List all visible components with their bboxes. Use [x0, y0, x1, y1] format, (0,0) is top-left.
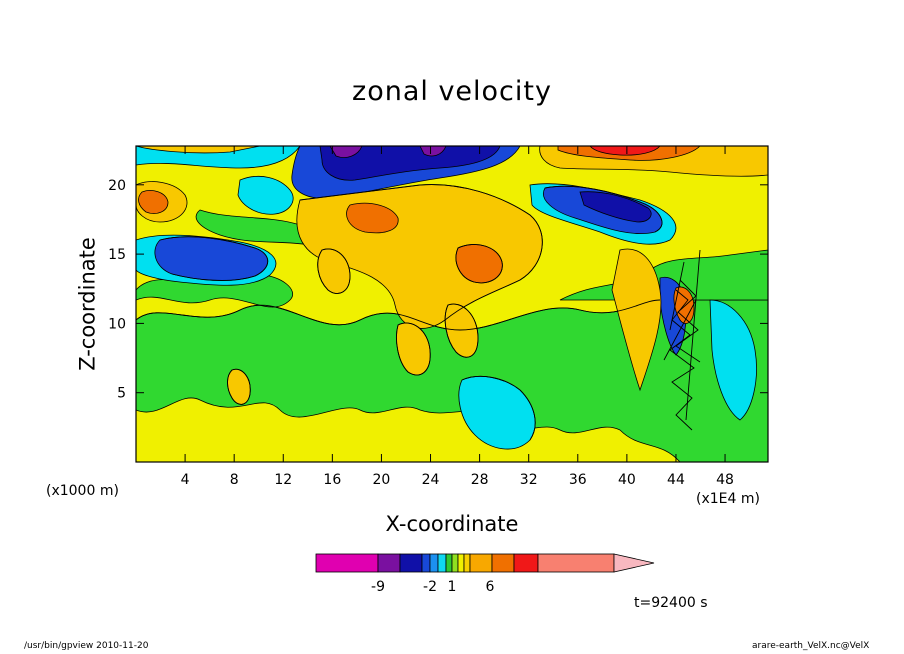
x-unit-label-secondary: (x1E4 m)	[696, 491, 760, 507]
x-tick-label: 16	[323, 472, 341, 488]
colorbar-segment	[491, 553, 515, 573]
x-tick-label: 28	[471, 472, 489, 488]
x-tick-label: 24	[422, 472, 440, 488]
colorbar-segment	[437, 553, 447, 573]
colorbar: -9 -2 1 6	[315, 553, 655, 595]
y-tick-label: 15	[108, 247, 126, 263]
x-tick-label: 12	[274, 472, 292, 488]
x-unit-label: (x1000 m)	[46, 483, 119, 499]
colorbar-segment	[463, 553, 471, 573]
colorbar-tick-label: -9	[371, 579, 385, 595]
field-region-navy	[319, 146, 501, 181]
contour-lines	[136, 184, 701, 441]
x-tick-label: 48	[716, 472, 734, 488]
x-tick-label: 32	[520, 472, 538, 488]
footer-program-date: /usr/bin/gpview 2010-11-20	[24, 641, 149, 651]
colorbar-segment	[469, 553, 493, 573]
colorbar-tick-label: 1	[448, 579, 457, 595]
field-region-orange	[346, 202, 399, 234]
x-tick-label: 36	[569, 472, 587, 488]
y-axis-label: Z-coordinate	[75, 237, 100, 371]
colorbar-segment	[421, 553, 431, 573]
x-axis-label: X-coordinate	[385, 512, 519, 536]
colorbar-extension-arrow	[613, 553, 655, 573]
x-tick-label: 40	[618, 472, 636, 488]
field-region-gold	[611, 248, 662, 392]
field-region-orange	[138, 190, 169, 214]
colorbar-tick-label: 6	[486, 579, 495, 595]
field-region-navy	[579, 191, 652, 223]
colorbar-segment	[429, 553, 439, 573]
chart-title: zonal velocity	[352, 76, 552, 107]
colorbar-segment	[315, 553, 379, 573]
y-tick-label: 20	[108, 178, 126, 194]
y-tick-label: 5	[117, 386, 126, 402]
time-annotation: t=92400 s	[634, 595, 708, 611]
x-tick-label: 4	[181, 472, 190, 488]
colorbar-segment	[513, 553, 539, 573]
field-region-gold	[136, 146, 261, 154]
field-region-red	[589, 146, 661, 156]
colorbar-segment	[457, 553, 465, 573]
plot-frame	[135, 145, 769, 463]
footer-file-variable: arare-earth_VelX.nc@VelX	[752, 641, 870, 651]
field-region-cyan	[237, 176, 294, 215]
x-tick-label: 8	[230, 472, 239, 488]
colorbar-segment	[377, 553, 401, 573]
x-tick-label: 44	[667, 472, 685, 488]
colorbar-segment	[537, 553, 615, 573]
y-tick-label: 10	[108, 316, 126, 332]
field-region-cyan	[709, 299, 757, 421]
colorbar-segment	[399, 553, 423, 573]
colorbar-segment	[445, 553, 453, 573]
colorbar-segment	[451, 553, 459, 573]
velocity-field	[136, 146, 768, 462]
x-tick-label: 20	[373, 472, 391, 488]
colorbar-tick-label: -2	[423, 579, 437, 595]
